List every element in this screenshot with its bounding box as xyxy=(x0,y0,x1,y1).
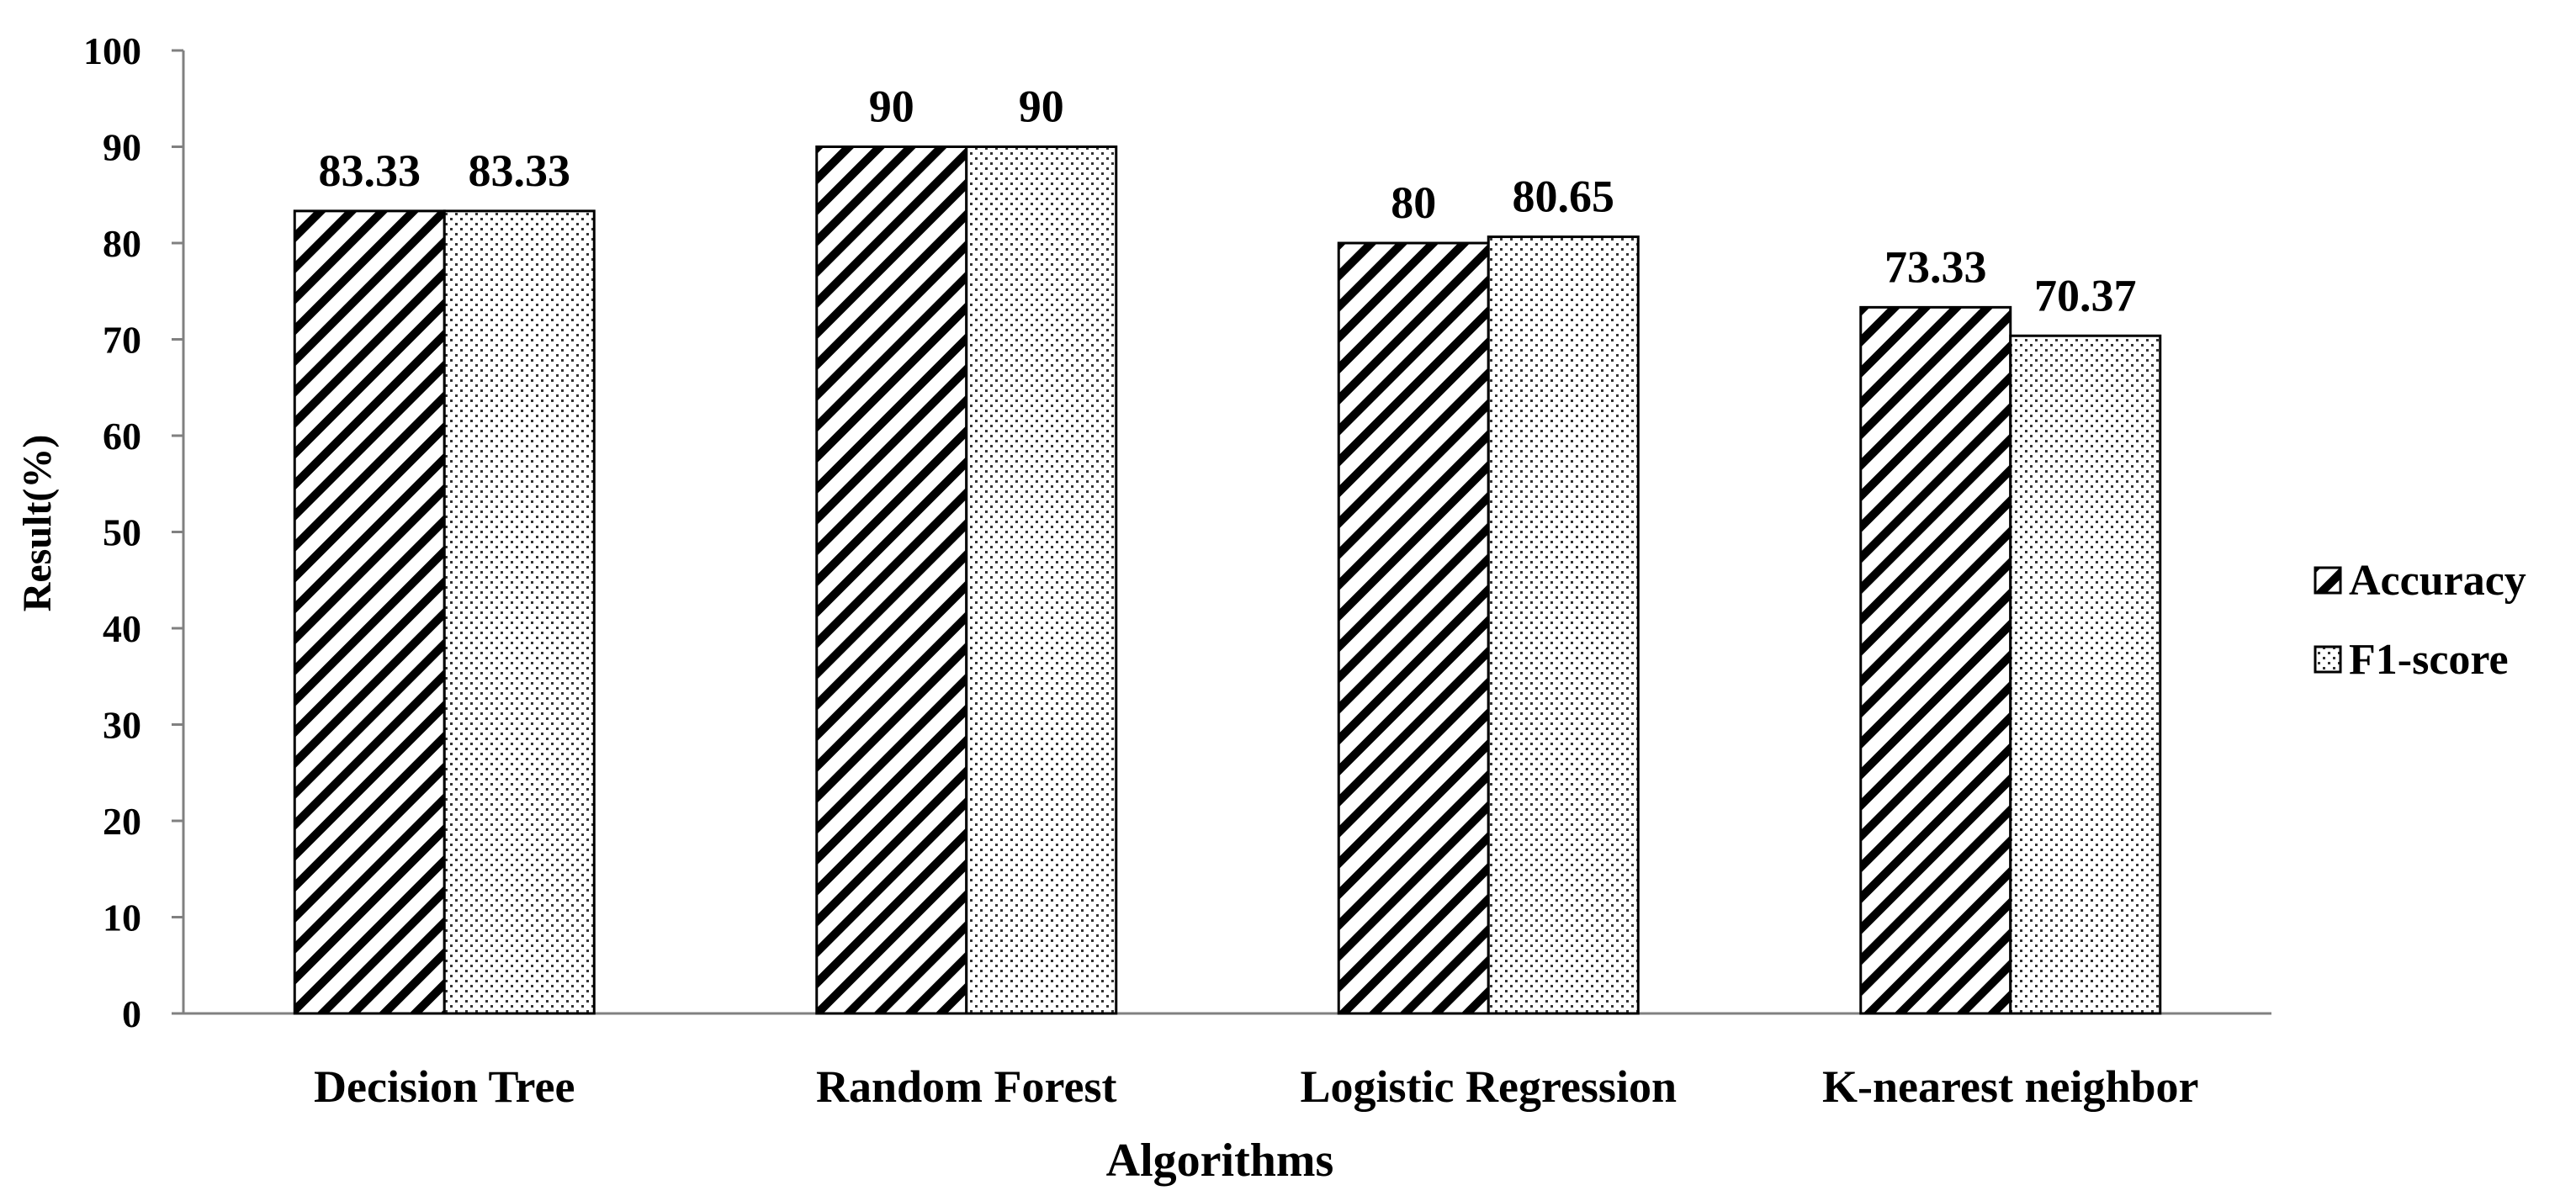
y-tick-label: 90 xyxy=(103,126,141,169)
legend-swatch xyxy=(2314,645,2342,674)
x-tick-label: Logistic Regression xyxy=(1301,1061,1677,1112)
bar-accuracy xyxy=(293,209,446,1015)
bar-accuracy xyxy=(815,145,968,1015)
legend-swatch xyxy=(2314,566,2342,595)
data-label: 90 xyxy=(1019,82,1064,132)
y-tick-label: 0 xyxy=(122,992,141,1035)
bar-accuracy xyxy=(1859,305,2012,1015)
y-tick-label: 80 xyxy=(103,222,141,265)
y-tick-label: 70 xyxy=(103,319,141,362)
y-tick-label: 10 xyxy=(103,897,141,939)
legend-label: Accuracy xyxy=(2349,557,2526,605)
bar-f1-score xyxy=(965,145,1118,1015)
x-axis-title: Algorithms xyxy=(1106,1135,1334,1187)
data-label: 70.37 xyxy=(2034,270,2137,320)
data-label: 80 xyxy=(1391,177,1436,228)
bar-f1-score xyxy=(2009,334,2162,1015)
y-axis: 0 10 20 30 40 50 60 70 80 90 100 xyxy=(83,29,185,1035)
bar-f1-score xyxy=(1487,235,1640,1015)
y-tick-label: 100 xyxy=(83,29,141,72)
data-label: 73.33 xyxy=(1884,241,1987,292)
legend: Accuracy F1-score xyxy=(2314,557,2526,684)
bars xyxy=(293,145,2162,1015)
x-tick-label: Random Forest xyxy=(816,1061,1117,1112)
bar-accuracy xyxy=(1337,241,1490,1015)
data-label: 80.65 xyxy=(1513,172,1615,222)
y-tick-label: 30 xyxy=(103,704,141,747)
plot-area: 0 10 20 30 40 50 60 70 80 90 100 Decision Tree Rand… xyxy=(83,29,2271,1112)
legend-label: F1-score xyxy=(2349,636,2509,684)
data-label: 83.33 xyxy=(319,145,421,196)
data-label: 90 xyxy=(869,82,914,132)
data-label: 83.33 xyxy=(469,145,571,196)
x-tick-label: K-nearest neighbor xyxy=(1822,1061,2198,1112)
x-axis: Decision Tree Random Forest Logistic Regre… xyxy=(183,1012,2271,1112)
x-tick-label: Decision Tree xyxy=(314,1061,575,1112)
y-tick-label: 20 xyxy=(103,800,141,843)
y-tick-label: 50 xyxy=(103,511,141,554)
y-tick-label: 40 xyxy=(103,607,141,650)
y-axis-title: Result(%) xyxy=(15,435,60,612)
bar-f1-score xyxy=(443,209,596,1015)
y-tick-label: 60 xyxy=(103,415,141,458)
data-labels: 83.33 90 80 73.33 83.33 90 80.65 70.37 xyxy=(319,82,2137,321)
